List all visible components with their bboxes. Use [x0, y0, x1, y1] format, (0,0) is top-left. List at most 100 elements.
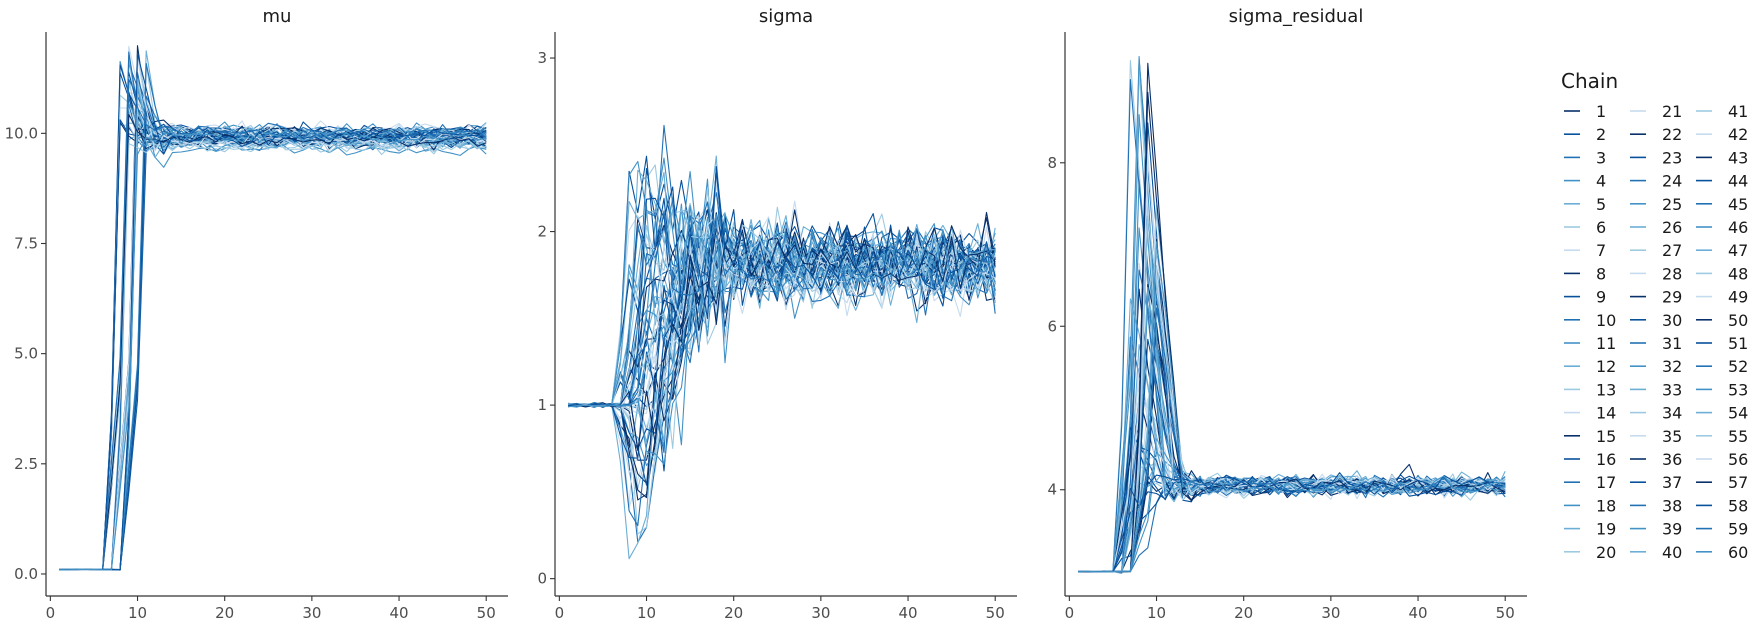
panel-mu: mu 0.0 2.5 5.0 7.5 10.0 0 10 20 30 40 50 [5, 6, 508, 622]
legend-label: 12 [1596, 357, 1616, 376]
legend-label: 58 [1728, 496, 1748, 515]
trace-chain-59 [1078, 307, 1506, 573]
trace-chain-37 [567, 155, 996, 407]
panel-sigma-residual: sigma_residual 4 6 8 0 10 20 30 40 50 [1047, 6, 1527, 622]
legend-label: 30 [1662, 311, 1682, 330]
legend-label: 33 [1662, 380, 1682, 399]
y-tick-label: 0 [537, 570, 547, 588]
trace-chain-55 [59, 138, 487, 571]
legend-label: 37 [1662, 473, 1682, 492]
trace-chain-29 [568, 209, 996, 408]
trace-chain-59 [568, 210, 996, 407]
legend-label: 8 [1596, 264, 1606, 283]
trace-chain-51 [568, 169, 996, 450]
trace-chain-59 [59, 51, 487, 571]
legend-label: 5 [1596, 195, 1606, 214]
legend-label: 59 [1728, 520, 1748, 539]
legend-label: 10 [1596, 311, 1616, 330]
legend-label: 23 [1662, 148, 1682, 167]
legend-label: 31 [1662, 334, 1682, 353]
trace-chain-46 [568, 213, 996, 407]
legend-label: 15 [1596, 427, 1616, 446]
y-tick-label: 8 [1047, 154, 1057, 172]
legend-label: 32 [1662, 357, 1682, 376]
x-tick-label: 50 [1496, 604, 1515, 622]
legend-label: 57 [1728, 473, 1748, 492]
panel-title: sigma [759, 6, 813, 27]
legend-label: 4 [1596, 172, 1606, 191]
y-tick-label: 5.0 [14, 345, 38, 363]
y-tick-label: 4 [1047, 481, 1057, 499]
legend-title: Chain [1561, 69, 1618, 93]
trace-chain-58 [1078, 472, 1506, 573]
legend-label: 49 [1728, 288, 1748, 307]
x-tick-label: 10 [128, 604, 147, 622]
panel-title: sigma_residual [1229, 6, 1364, 27]
legend-label: 11 [1596, 334, 1616, 353]
y-tick-label: 2 [537, 223, 547, 241]
x-tick-label: 0 [555, 604, 565, 622]
legend-label: 36 [1662, 450, 1682, 469]
legend-label: 40 [1662, 543, 1682, 562]
legend-label: 16 [1596, 450, 1616, 469]
y-tick-label: 2.5 [14, 455, 38, 473]
legend-label: 34 [1662, 404, 1682, 423]
y-tick-label: 1 [537, 396, 547, 414]
y-tick-label: 7.5 [14, 235, 38, 253]
x-tick-label: 30 [302, 604, 321, 622]
legend-label: 42 [1728, 125, 1748, 144]
legend-label: 53 [1728, 380, 1748, 399]
x-tick-label: 10 [1147, 604, 1166, 622]
legend-label: 19 [1596, 520, 1616, 539]
legend-label: 24 [1662, 172, 1682, 191]
legend-label: 60 [1728, 543, 1748, 562]
legend-label: 52 [1728, 357, 1748, 376]
trace-chain-60 [1078, 241, 1506, 573]
legend-label: 43 [1728, 148, 1748, 167]
x-tick-label: 30 [811, 604, 830, 622]
legend-label: 14 [1596, 404, 1616, 423]
legend-label: 46 [1728, 218, 1748, 237]
x-tick-label: 20 [1234, 604, 1253, 622]
legend-label: 9 [1596, 288, 1606, 307]
x-tick-label: 40 [1408, 604, 1427, 622]
traces [567, 124, 996, 560]
legend-label: 29 [1662, 288, 1682, 307]
legend-label: 7 [1596, 241, 1606, 260]
x-tick-label: 40 [389, 604, 408, 622]
legend-label: 44 [1728, 172, 1748, 191]
x-tick-label: 10 [637, 604, 656, 622]
x-tick-label: 20 [215, 604, 234, 622]
legend-label: 28 [1662, 264, 1682, 283]
trace-chain-52 [568, 124, 996, 407]
legend-label: 47 [1728, 241, 1748, 260]
legend-label: 41 [1728, 102, 1748, 121]
x-tick-label: 50 [477, 604, 496, 622]
trace-chain-60 [59, 131, 487, 571]
legend: Chain 1234567891011121314151617181920212… [1561, 69, 1748, 562]
legend-label: 35 [1662, 427, 1682, 446]
legend-label: 13 [1596, 380, 1616, 399]
legend-label: 1 [1596, 102, 1606, 121]
legend-label: 51 [1728, 334, 1748, 353]
legend-label: 48 [1728, 264, 1748, 283]
legend-label: 56 [1728, 450, 1748, 469]
x-tick-label: 30 [1321, 604, 1340, 622]
trace-chain-44 [1078, 338, 1506, 573]
legend-label: 20 [1596, 543, 1616, 562]
legend-label: 21 [1662, 102, 1682, 121]
legend-label: 17 [1596, 473, 1616, 492]
legend-label: 54 [1728, 404, 1748, 423]
trace-chain-60 [568, 214, 996, 465]
panel-title: mu [263, 6, 292, 27]
trace-chain-23 [59, 132, 487, 571]
legend-label: 2 [1596, 125, 1606, 144]
x-tick-label: 40 [898, 604, 917, 622]
legend-label: 45 [1728, 195, 1748, 214]
legend-label: 26 [1662, 218, 1682, 237]
trace-chain-57 [1078, 91, 1506, 573]
y-tick-label: 3 [537, 49, 547, 67]
legend-label: 18 [1596, 496, 1616, 515]
